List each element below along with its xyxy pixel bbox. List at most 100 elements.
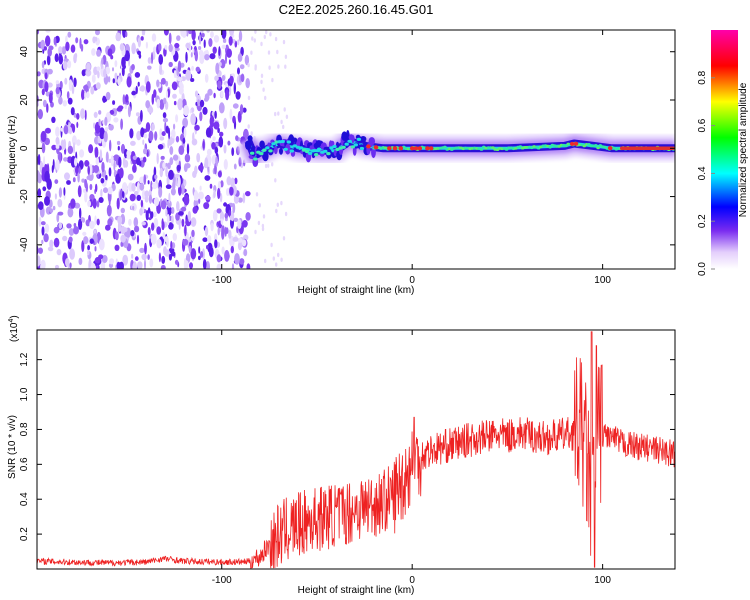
noise-blob xyxy=(140,127,145,138)
noise-blob xyxy=(261,223,265,229)
snr-scale-prefix: (x10 xyxy=(9,322,20,342)
noise-blob xyxy=(144,242,147,255)
noise-blob xyxy=(254,30,257,34)
noise-blob xyxy=(190,52,193,58)
noise-blob xyxy=(267,163,270,168)
noise-blob xyxy=(176,77,183,82)
noise-blob xyxy=(210,31,214,38)
noise-blob xyxy=(44,81,49,93)
noise-blob xyxy=(62,235,68,242)
noise-blob xyxy=(60,127,64,132)
noise-blob xyxy=(54,264,60,269)
noise-blob xyxy=(67,207,74,218)
noise-blob xyxy=(182,238,189,246)
noise-blob xyxy=(176,35,181,41)
noise-blob xyxy=(92,198,97,209)
ridge-blob xyxy=(356,137,362,141)
noise-blob xyxy=(58,46,63,54)
noise-blob xyxy=(41,88,45,96)
noise-blob xyxy=(143,30,146,36)
noise-blob xyxy=(161,131,166,137)
noise-blob xyxy=(80,108,86,119)
noise-blob xyxy=(89,220,95,230)
noise-blob xyxy=(53,226,60,234)
ridge-blob xyxy=(311,151,316,159)
noise-blob xyxy=(134,225,140,233)
noise-blob xyxy=(274,111,277,117)
noise-blob xyxy=(46,54,51,66)
noise-blob xyxy=(81,240,85,253)
noise-blob xyxy=(136,194,142,201)
noise-blob xyxy=(69,248,75,260)
ridge-blob xyxy=(310,149,316,153)
noise-blob xyxy=(131,90,137,96)
noise-blob xyxy=(275,208,278,214)
noise-blob xyxy=(106,204,112,217)
noise-blob xyxy=(233,217,239,222)
noise-blob xyxy=(112,100,116,105)
noise-blob xyxy=(214,110,217,119)
ridge-blob xyxy=(326,152,331,156)
ridge-blob xyxy=(286,140,291,144)
noise-blob xyxy=(83,39,89,45)
noise-blob xyxy=(62,100,67,107)
noise-blob xyxy=(156,238,162,249)
noise-blob xyxy=(208,246,214,258)
noise-blob xyxy=(95,30,100,36)
noise-blob xyxy=(212,209,218,222)
noise-blob xyxy=(159,167,163,178)
noise-blob xyxy=(197,191,204,200)
noise-blob xyxy=(67,145,74,155)
noise-blob xyxy=(193,190,199,201)
ridge-blob xyxy=(594,144,598,147)
noise-blob xyxy=(159,128,163,139)
ridge-blob xyxy=(283,147,288,151)
noise-blob xyxy=(203,39,206,48)
noise-blob xyxy=(202,258,207,269)
spectrogram-ylabel: Frequency (Hz) xyxy=(7,116,18,185)
noise-blob xyxy=(150,52,154,65)
ridge-blob xyxy=(289,149,294,153)
colorbar-tick-label: 0.4 xyxy=(697,166,708,180)
noise-blob xyxy=(165,166,168,177)
noise-blob xyxy=(105,91,111,101)
noise-blob xyxy=(93,122,96,129)
noise-blob xyxy=(176,164,181,172)
noise-blob xyxy=(94,36,98,42)
noise-blob xyxy=(135,85,138,95)
noise-blob xyxy=(164,45,168,50)
noise-blob xyxy=(110,155,114,167)
snr-ylabel: SNR (10 * v/v) xyxy=(7,415,18,479)
noise-blob xyxy=(65,258,70,267)
noise-blob xyxy=(93,229,97,235)
noise-blob xyxy=(181,206,187,212)
noise-blob xyxy=(74,157,78,167)
noise-blob xyxy=(43,156,46,168)
ridge-blob xyxy=(259,140,265,149)
noise-blob xyxy=(234,253,240,265)
noise-blob xyxy=(165,125,169,134)
ridge-blob xyxy=(280,139,285,144)
noise-blob xyxy=(109,109,115,115)
noise-blob xyxy=(89,183,93,191)
noise-blob xyxy=(141,189,146,200)
noise-blob xyxy=(84,109,87,121)
noise-blob xyxy=(100,188,103,198)
noise-blob xyxy=(135,112,140,117)
noise-blob xyxy=(145,210,149,221)
noise-blob xyxy=(225,253,230,260)
noise-blob xyxy=(246,263,251,269)
colorbar-tick-label: 0.2 xyxy=(697,214,708,228)
noise-blob xyxy=(148,130,154,142)
noise-blob xyxy=(63,187,66,196)
noise-blob xyxy=(86,175,91,180)
noise-blob xyxy=(237,53,243,62)
ridge-blob xyxy=(298,146,304,150)
noise-blob xyxy=(199,99,205,108)
noise-blob xyxy=(274,36,278,42)
noise-blob xyxy=(76,113,80,120)
noise-blob xyxy=(63,157,68,162)
noise-blob xyxy=(134,190,139,196)
noise-blob xyxy=(45,30,51,33)
x-tick-label: 0 xyxy=(409,275,415,286)
